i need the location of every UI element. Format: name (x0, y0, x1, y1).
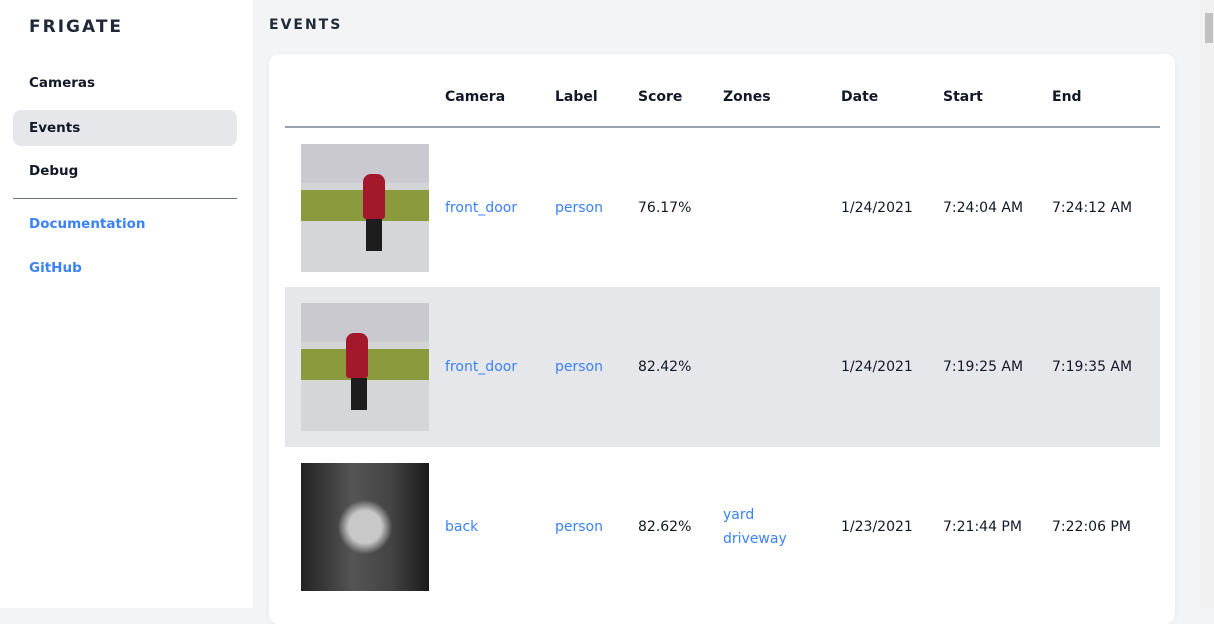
table-row[interactable]: front_door person 82.42% 1/24/2021 7:19:… (285, 287, 1160, 447)
score: 82.42% (638, 287, 723, 447)
header-camera: Camera (445, 54, 555, 128)
header-date: Date (841, 54, 943, 128)
event-thumbnail[interactable] (301, 303, 429, 431)
events-card: Camera Label Score Zones Date Start End … (269, 54, 1175, 624)
header-end: End (1052, 54, 1160, 128)
header-label: Label (555, 54, 638, 128)
scrollbar-thumb[interactable] (1205, 13, 1213, 43)
header-start: Start (943, 54, 1052, 128)
label-link[interactable]: person (555, 519, 603, 535)
brand-logo: FRIGATE (29, 17, 124, 37)
label-link[interactable]: person (555, 287, 638, 447)
header-thumbnail (285, 54, 445, 128)
start-time: 7:24:04 AM (943, 199, 1024, 216)
date: 1/24/2021 (841, 199, 913, 216)
score: 82.62% (638, 519, 692, 535)
table-row[interactable]: back person 82.62% yard driveway 1/23/202… (285, 447, 1160, 607)
event-thumbnail[interactable] (301, 463, 429, 591)
sidebar-item-cameras[interactable]: Cameras (29, 75, 96, 91)
camera-link[interactable]: front_door (445, 199, 518, 216)
sidebar-link-github[interactable]: GitHub (29, 260, 82, 276)
score: 76.17% (638, 199, 692, 216)
header-zones: Zones (723, 54, 841, 128)
sidebar-link-documentation[interactable]: Documentation (29, 216, 146, 232)
table-header: Camera Label Score Zones Date Start End (285, 54, 1160, 128)
sidebar-divider (13, 198, 237, 199)
zones (723, 287, 841, 447)
zone-link[interactable]: driveway (723, 531, 787, 547)
page-title: EVENTS (269, 17, 343, 33)
events-table: Camera Label Score Zones Date Start End … (285, 54, 1160, 607)
table-row[interactable]: front_door person 76.17% 1/24/2021 7:24:… (285, 127, 1160, 287)
start-time: 7:19:25 AM (943, 287, 1052, 447)
zone-link[interactable]: yard (723, 507, 755, 523)
start-time: 7:21:44 PM (943, 519, 1022, 535)
sidebar-item-debug[interactable]: Debug (29, 163, 79, 179)
label-link[interactable]: person (555, 199, 603, 216)
sidebar: FRIGATE Cameras Events Debug Documentati… (0, 0, 253, 608)
scrollbar[interactable] (1200, 0, 1214, 608)
date: 1/23/2021 (841, 519, 913, 535)
zones (723, 127, 841, 287)
header-score: Score (638, 54, 723, 128)
sidebar-item-events[interactable]: Events (13, 110, 237, 146)
event-thumbnail[interactable] (301, 143, 429, 272)
end-time: 7:22:06 PM (1052, 519, 1131, 535)
end-time: 7:19:35 AM (1052, 287, 1160, 447)
date: 1/24/2021 (841, 287, 943, 447)
camera-link[interactable]: front_door (445, 287, 555, 447)
zones: yard driveway (723, 447, 841, 607)
camera-link[interactable]: back (445, 519, 479, 535)
end-time: 7:24:12 AM (1052, 199, 1133, 216)
